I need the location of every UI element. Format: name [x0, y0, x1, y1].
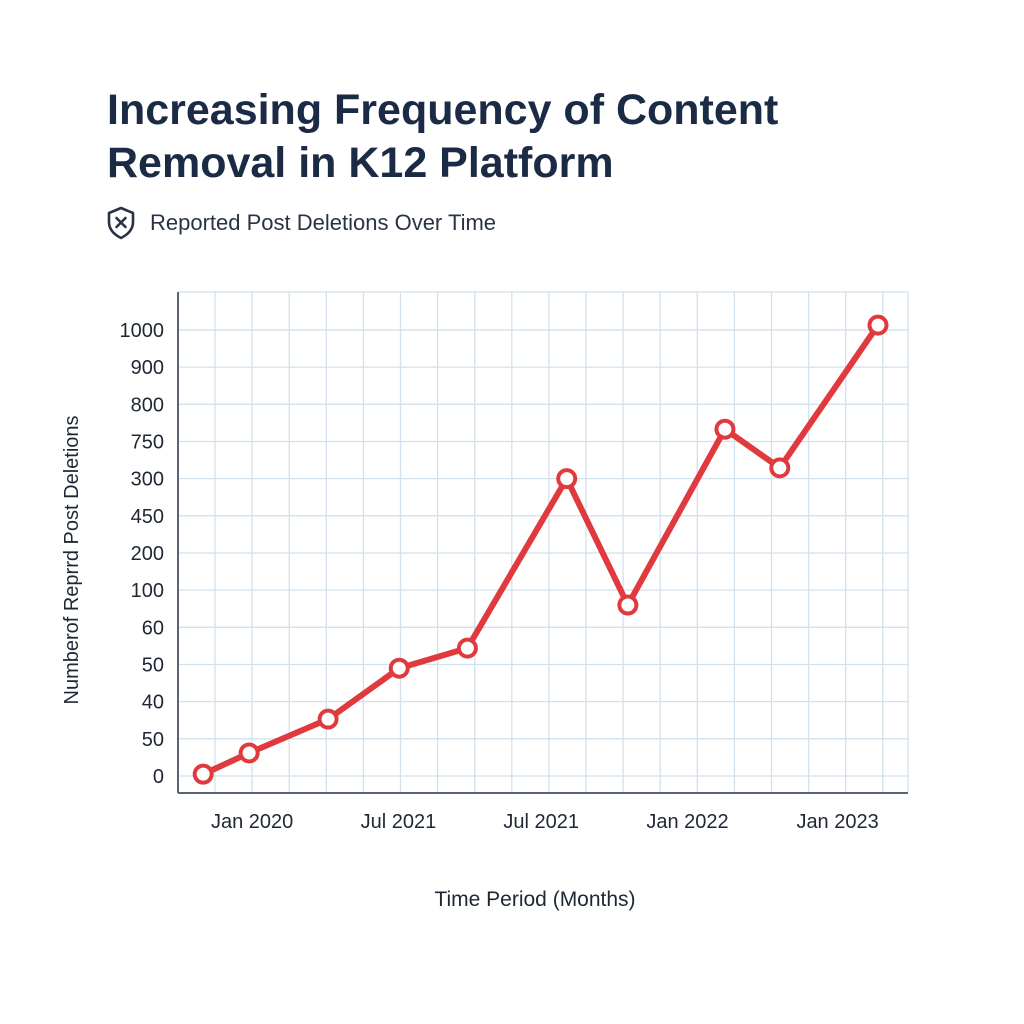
y-tick-label: 1000 — [120, 320, 165, 342]
data-point — [556, 468, 578, 490]
data-point — [867, 314, 889, 336]
data-point — [388, 657, 410, 679]
y-tick-label: 450 — [131, 506, 164, 528]
y-tick-label: 50 — [142, 654, 164, 676]
data-point — [317, 708, 339, 730]
y-tick-label: 100 — [131, 580, 164, 602]
y-tick-label: 0 — [153, 766, 164, 788]
x-tick-label: Jan 2020 — [211, 811, 293, 833]
chart-title: Increasing Frequency of Content Removal … — [107, 84, 778, 190]
data-point — [617, 594, 639, 616]
data-point — [769, 457, 791, 479]
data-point — [238, 742, 260, 764]
series-line-path — [200, 322, 881, 778]
y-tick-label: 40 — [142, 692, 164, 714]
y-tick-label: 200 — [131, 543, 164, 565]
shield-x-icon — [107, 206, 135, 240]
data-point — [456, 637, 478, 659]
subtitle-text: Reported Post Deletions Over Time — [150, 210, 497, 235]
x-axis-title: Time Period (Months) — [434, 888, 635, 911]
x-tick-label: Jan 2023 — [796, 811, 878, 833]
subtitle: Reported Post Deletions Over Time — [106, 206, 496, 240]
y-tick-label: 300 — [131, 469, 164, 491]
y-tick-label: 900 — [131, 357, 164, 379]
data-point — [714, 418, 736, 440]
y-tick-label: 60 — [142, 617, 164, 639]
y-tick-labels: 0 50 40 50 60 100 200 450 300 750 800 900 1000 — [120, 320, 165, 788]
title-line-2: Removal in K12 Platform — [107, 139, 614, 187]
y-tick-label: 800 — [131, 394, 164, 416]
y-tick-label: 750 — [131, 431, 164, 453]
x-tick-labels: Jan 2020 Jul 2021 Jul 2021 Jan 2022 Jan 2023 — [211, 811, 879, 833]
y-tick-label: 50 — [142, 729, 164, 751]
grid — [178, 291, 909, 793]
x-tick-label: Jan 2022 — [646, 811, 728, 833]
x-tick-label: Jul 2021 — [503, 811, 579, 833]
data-point — [192, 763, 214, 785]
y-axis-title: Numberof Reprrd Post Deletions — [61, 415, 83, 704]
x-tick-label: Jul 2021 — [361, 811, 437, 833]
series-line — [192, 314, 889, 785]
title-line-1: Increasing Frequency of Content — [107, 86, 779, 134]
axes — [177, 292, 908, 794]
